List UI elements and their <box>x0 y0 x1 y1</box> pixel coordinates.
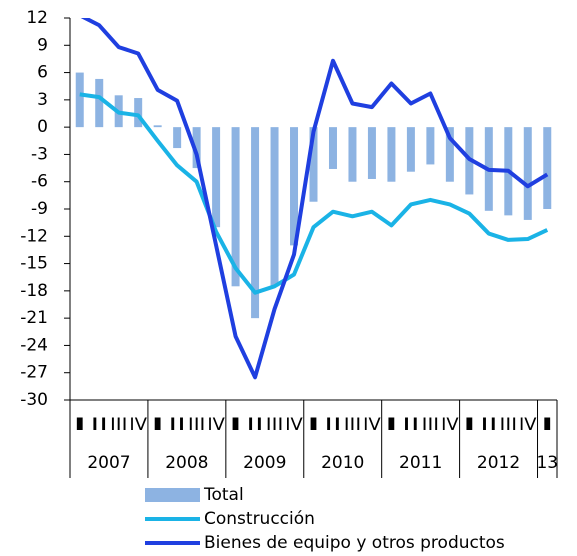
y-tick-label: -3 <box>31 144 48 164</box>
bar <box>328 127 337 169</box>
x-tick-label: I <box>461 415 478 435</box>
year-label: 2007 <box>87 453 130 473</box>
y-tick-label: -24 <box>20 335 48 355</box>
y-tick-label: -15 <box>20 254 48 274</box>
plot-area <box>75 18 552 380</box>
x-tick-label: IV <box>519 415 537 435</box>
y-tick-label: 3 <box>37 90 48 110</box>
year-label: 2010 <box>321 453 364 473</box>
x-tick-label: I <box>539 415 556 435</box>
x-tick-label: IV <box>285 415 303 435</box>
y-tick-label: -18 <box>20 281 48 301</box>
line-series <box>79 92 549 295</box>
y-tick-label: -9 <box>31 199 48 219</box>
bar <box>290 127 299 246</box>
y-tick-label: 0 <box>37 117 48 137</box>
x-tick-label: II <box>402 415 419 435</box>
year-label: 2009 <box>243 453 286 473</box>
y-tick-label: 12 <box>26 8 48 28</box>
x-tick-label: III <box>266 415 283 435</box>
legend-label: Bienes de equipo y otros productos <box>204 533 505 553</box>
bar <box>543 127 552 209</box>
x-tick-label: I <box>71 415 88 435</box>
y-tick-label: -21 <box>20 308 48 328</box>
year-label: 2012 <box>477 453 520 473</box>
y-tick-label: 6 <box>37 63 48 83</box>
bar <box>251 127 260 319</box>
bar <box>270 127 279 287</box>
bar <box>153 125 162 128</box>
y-tick-label: 9 <box>37 35 48 55</box>
x-tick-label: II <box>324 415 341 435</box>
x-tick-label: I <box>227 415 244 435</box>
legend-swatch <box>145 488 200 502</box>
y-tick-label: -27 <box>20 363 48 383</box>
y-tick-label: -12 <box>20 226 48 246</box>
bar <box>445 127 454 182</box>
year-label: 13 <box>536 453 558 473</box>
x-tick-label: II <box>90 415 107 435</box>
x-tick-label: III <box>500 415 517 435</box>
x-tick-label: IV <box>363 415 381 435</box>
bar <box>173 127 182 149</box>
x-tick-label: II <box>246 415 263 435</box>
x-tick-label: II <box>480 415 497 435</box>
bar <box>387 127 396 182</box>
x-tick-label: I <box>149 415 166 435</box>
x-tick-label: I <box>383 415 400 435</box>
bar <box>426 127 435 165</box>
x-tick-label: II <box>168 415 185 435</box>
bar <box>75 72 84 128</box>
bar <box>406 127 415 172</box>
bar <box>523 127 532 220</box>
line-series <box>80 18 549 380</box>
bar <box>95 78 104 128</box>
bar <box>309 127 318 202</box>
year-label: 2008 <box>165 453 208 473</box>
bar <box>212 127 221 228</box>
x-tick-label: III <box>422 415 439 435</box>
x-tick-label: III <box>188 415 205 435</box>
x-tick-label: IV <box>129 415 147 435</box>
year-label: 2011 <box>399 453 442 473</box>
x-tick-label: IV <box>441 415 459 435</box>
bar <box>192 127 201 169</box>
legend-label: Construcción <box>204 509 315 529</box>
legend-label: Total <box>203 485 244 505</box>
x-tick-label: III <box>344 415 361 435</box>
x-tick-label: I <box>305 415 322 435</box>
y-tick-label: -6 <box>31 172 48 192</box>
y-tick-label: -30 <box>20 390 48 410</box>
x-tick-label: III <box>110 415 127 435</box>
bar <box>367 127 376 179</box>
bar <box>231 127 240 287</box>
bar <box>134 98 143 128</box>
x-tick-label: IV <box>207 415 225 435</box>
bar <box>348 127 357 182</box>
